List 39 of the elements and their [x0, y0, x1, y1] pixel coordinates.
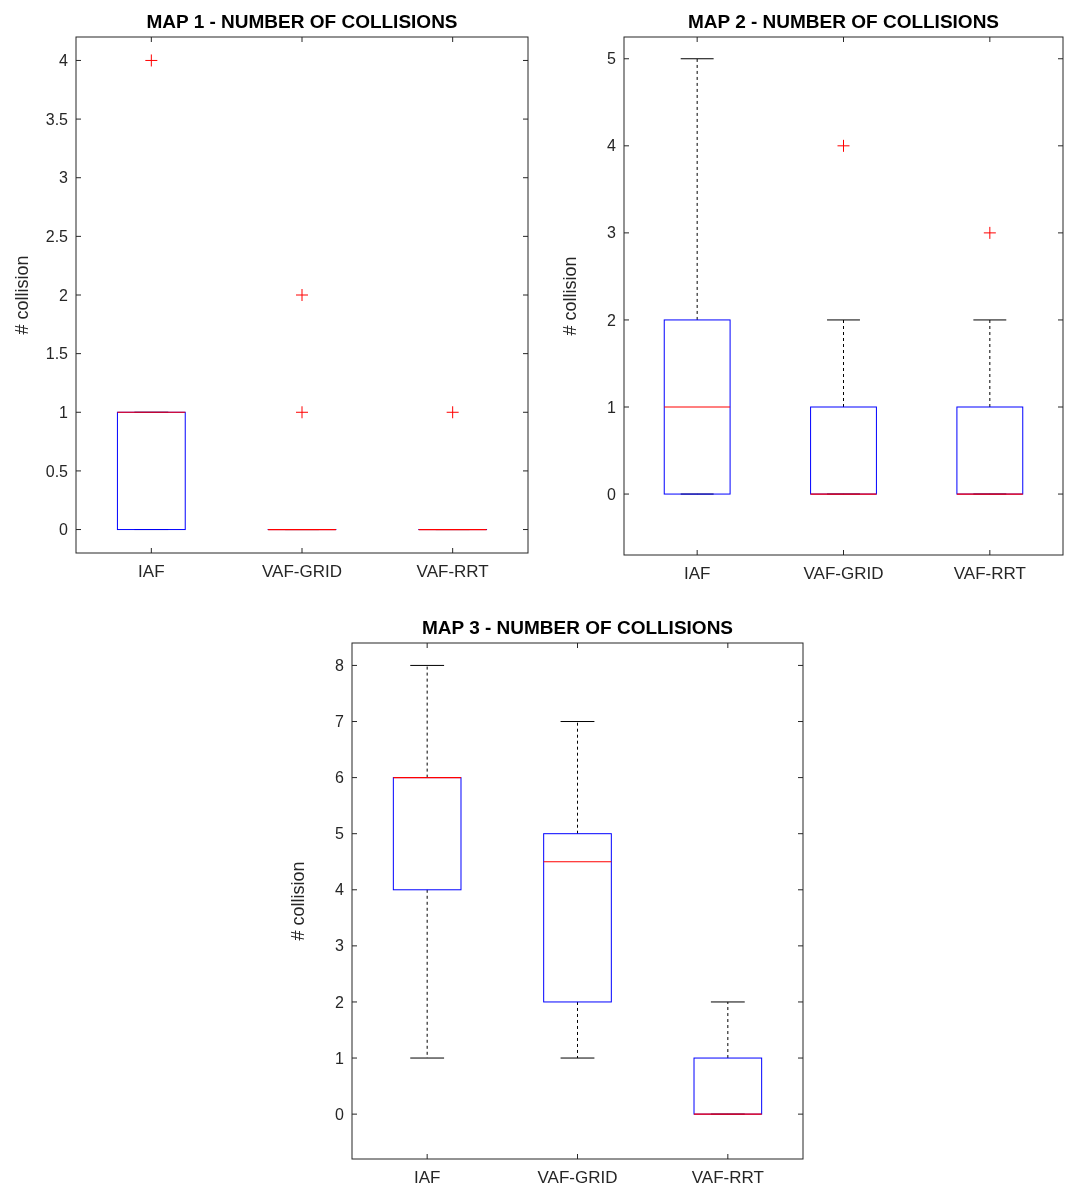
x-tick-label: IAF: [683, 564, 711, 583]
y-tick-label: 3: [59, 169, 69, 187]
y-tick-label: 0: [59, 521, 69, 539]
y-tick-label: 5: [607, 50, 617, 68]
y-tick-label: 1: [335, 1049, 345, 1067]
y-tick-label: 2: [59, 286, 69, 304]
x-tick-label: IAF: [138, 562, 165, 581]
y-axis-title: # collision: [560, 256, 580, 336]
chart-title: MAP 2 - NUMBER OF COLLISIONS: [687, 11, 1000, 32]
x-tick-label: IAF: [413, 1168, 441, 1187]
y-tick-label: 5: [335, 825, 345, 843]
chart-title: MAP 1 - NUMBER OF COLLISIONS: [146, 11, 458, 32]
x-tick-label: VAF-GRID: [803, 564, 884, 583]
y-axis-title: # collision: [12, 255, 32, 335]
y-tick-label: 8: [335, 657, 345, 675]
y-tick-label: 3.5: [45, 110, 69, 128]
x-tick-label: VAF-RRT: [691, 1168, 764, 1187]
y-tick-label: 0: [607, 485, 617, 503]
x-tick-label: VAF-RRT: [416, 562, 489, 581]
y-tick-label: 1.5: [45, 345, 69, 363]
y-tick-label: 6: [335, 769, 345, 787]
y-tick-label: 1: [59, 403, 69, 421]
x-tick-label: VAF-GRID: [262, 562, 342, 581]
y-tick-label: 3: [607, 224, 617, 242]
y-tick-label: 1: [607, 398, 617, 416]
y-tick-label: 2: [607, 311, 617, 329]
y-tick-label: 0: [335, 1105, 345, 1123]
y-tick-label: 2: [335, 993, 345, 1011]
x-tick-label: VAF-RRT: [953, 564, 1026, 583]
y-tick-label: 2.5: [45, 227, 69, 245]
y-tick-label: 3: [335, 937, 345, 955]
y-tick-label: 4: [607, 137, 617, 155]
y-axis-title: # collision: [288, 861, 308, 941]
y-tick-label: 7: [335, 713, 345, 731]
y-tick-label: 0.5: [45, 462, 69, 480]
y-tick-label: 4: [335, 881, 345, 899]
y-tick-label: 4: [59, 52, 69, 70]
chart-title: MAP 3 - NUMBER OF COLLISIONS: [421, 617, 734, 638]
x-tick-label: VAF-GRID: [537, 1168, 618, 1187]
